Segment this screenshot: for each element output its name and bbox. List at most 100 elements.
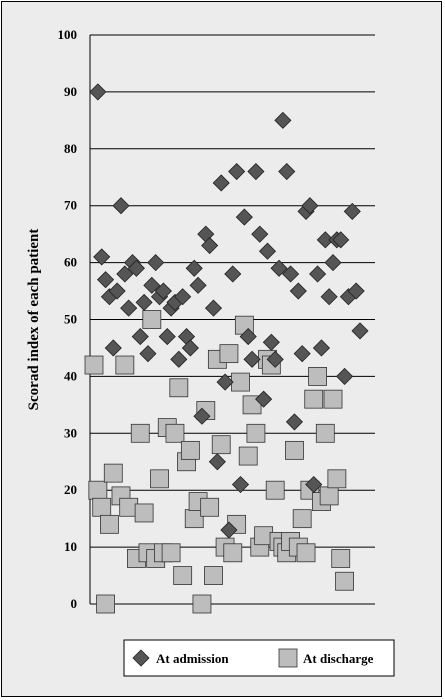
discharge-point [130,423,150,443]
admission-point [320,288,338,306]
admission-point [309,265,327,283]
discharge-point [96,594,115,614]
discharge-point [103,463,123,483]
admission-point [116,265,134,283]
admission-point [112,197,130,215]
admission-point [204,299,223,317]
admission-point [154,282,172,300]
discharge-point [292,509,312,529]
admission-point [224,265,242,283]
admission-point [282,265,300,283]
admission-point [266,350,284,368]
admission-point [216,373,234,391]
y-tick-labels: 0 10 20 30 40 50 60 70 80 90 100 [58,27,78,611]
admission-point [278,162,296,181]
admission-point [174,288,192,306]
admission-point [189,276,207,294]
admission-point [139,345,157,363]
admission-point [270,259,288,277]
discharge-point [304,389,324,409]
discharge-point [100,514,119,534]
admission-point [332,231,350,249]
admission-point [274,111,292,129]
data-points [84,83,369,614]
admission-point [89,83,107,101]
y-tick-label: 40 [64,368,77,383]
y-tick-label: 70 [64,198,77,213]
legend-items: At admission At discharge [132,648,374,668]
admission-point [336,367,354,385]
discharge-point [92,497,112,517]
discharge-point [319,486,339,506]
admission-point [258,242,277,260]
discharge-point [238,446,258,466]
admission-point [127,259,145,277]
admission-point [316,231,334,249]
discharge-point [165,423,185,443]
admission-point [239,328,257,346]
discharge-point [150,469,169,489]
admission-point [158,328,176,346]
admission-point [347,282,365,300]
discharge-point [134,503,154,523]
y-tick-label: 10 [64,539,77,554]
y-tick-label: 30 [64,425,77,440]
gridlines [89,34,375,605]
admission-point [96,271,115,289]
legend: At admission At discharge [123,639,395,677]
admission-point [289,282,307,300]
discharge-point [180,440,200,460]
discharge-point [223,543,243,563]
y-tick-label: 80 [64,141,77,156]
admission-point [351,322,369,340]
admission-point [120,299,138,317]
discharge-point [331,549,351,568]
discharge-point [161,543,181,563]
legend-box [123,639,395,677]
discharge-point [323,389,343,409]
discharge-point [296,543,316,563]
admission-point [181,339,199,357]
y-tick-label: 0 [71,596,78,611]
admission-point [185,259,203,277]
admission-point [343,202,361,220]
y-tick-label: 100 [58,27,78,42]
legend-discharge-marker [278,648,298,668]
discharge-point [211,435,231,455]
discharge-point [200,497,220,517]
y-tick-label: 50 [64,312,77,327]
admission-point [108,282,126,300]
discharge-point [173,566,193,585]
admission-point [208,453,226,471]
discharge-point [315,423,335,443]
discharge-point [84,355,104,375]
admission-point [212,174,230,192]
legend-label: At discharge [303,651,374,666]
admission-point [143,276,161,294]
admission-point [247,162,265,181]
admission-point [285,413,304,431]
discharge-point [204,566,223,585]
admission-point [201,236,219,255]
discharge-point [246,423,266,443]
admission-point [251,225,269,243]
admission-point [131,328,149,346]
admission-point [243,350,261,368]
admission-point [193,407,211,425]
admission-point [228,162,246,181]
legend-label: At admission [156,651,229,666]
discharge-point [219,344,239,364]
y-axis-title: Scorad index of each patient [26,229,42,411]
y-tick-label: 20 [64,482,77,497]
discharge-point [142,310,162,329]
admission-point [324,254,342,272]
discharge-point [285,440,304,460]
admission-point [262,333,280,351]
discharge-point [88,480,108,500]
admission-point [305,475,323,494]
discharge-point [335,571,354,591]
discharge-point [308,366,327,386]
legend-admission-marker [132,649,150,667]
discharge-point [192,594,212,614]
